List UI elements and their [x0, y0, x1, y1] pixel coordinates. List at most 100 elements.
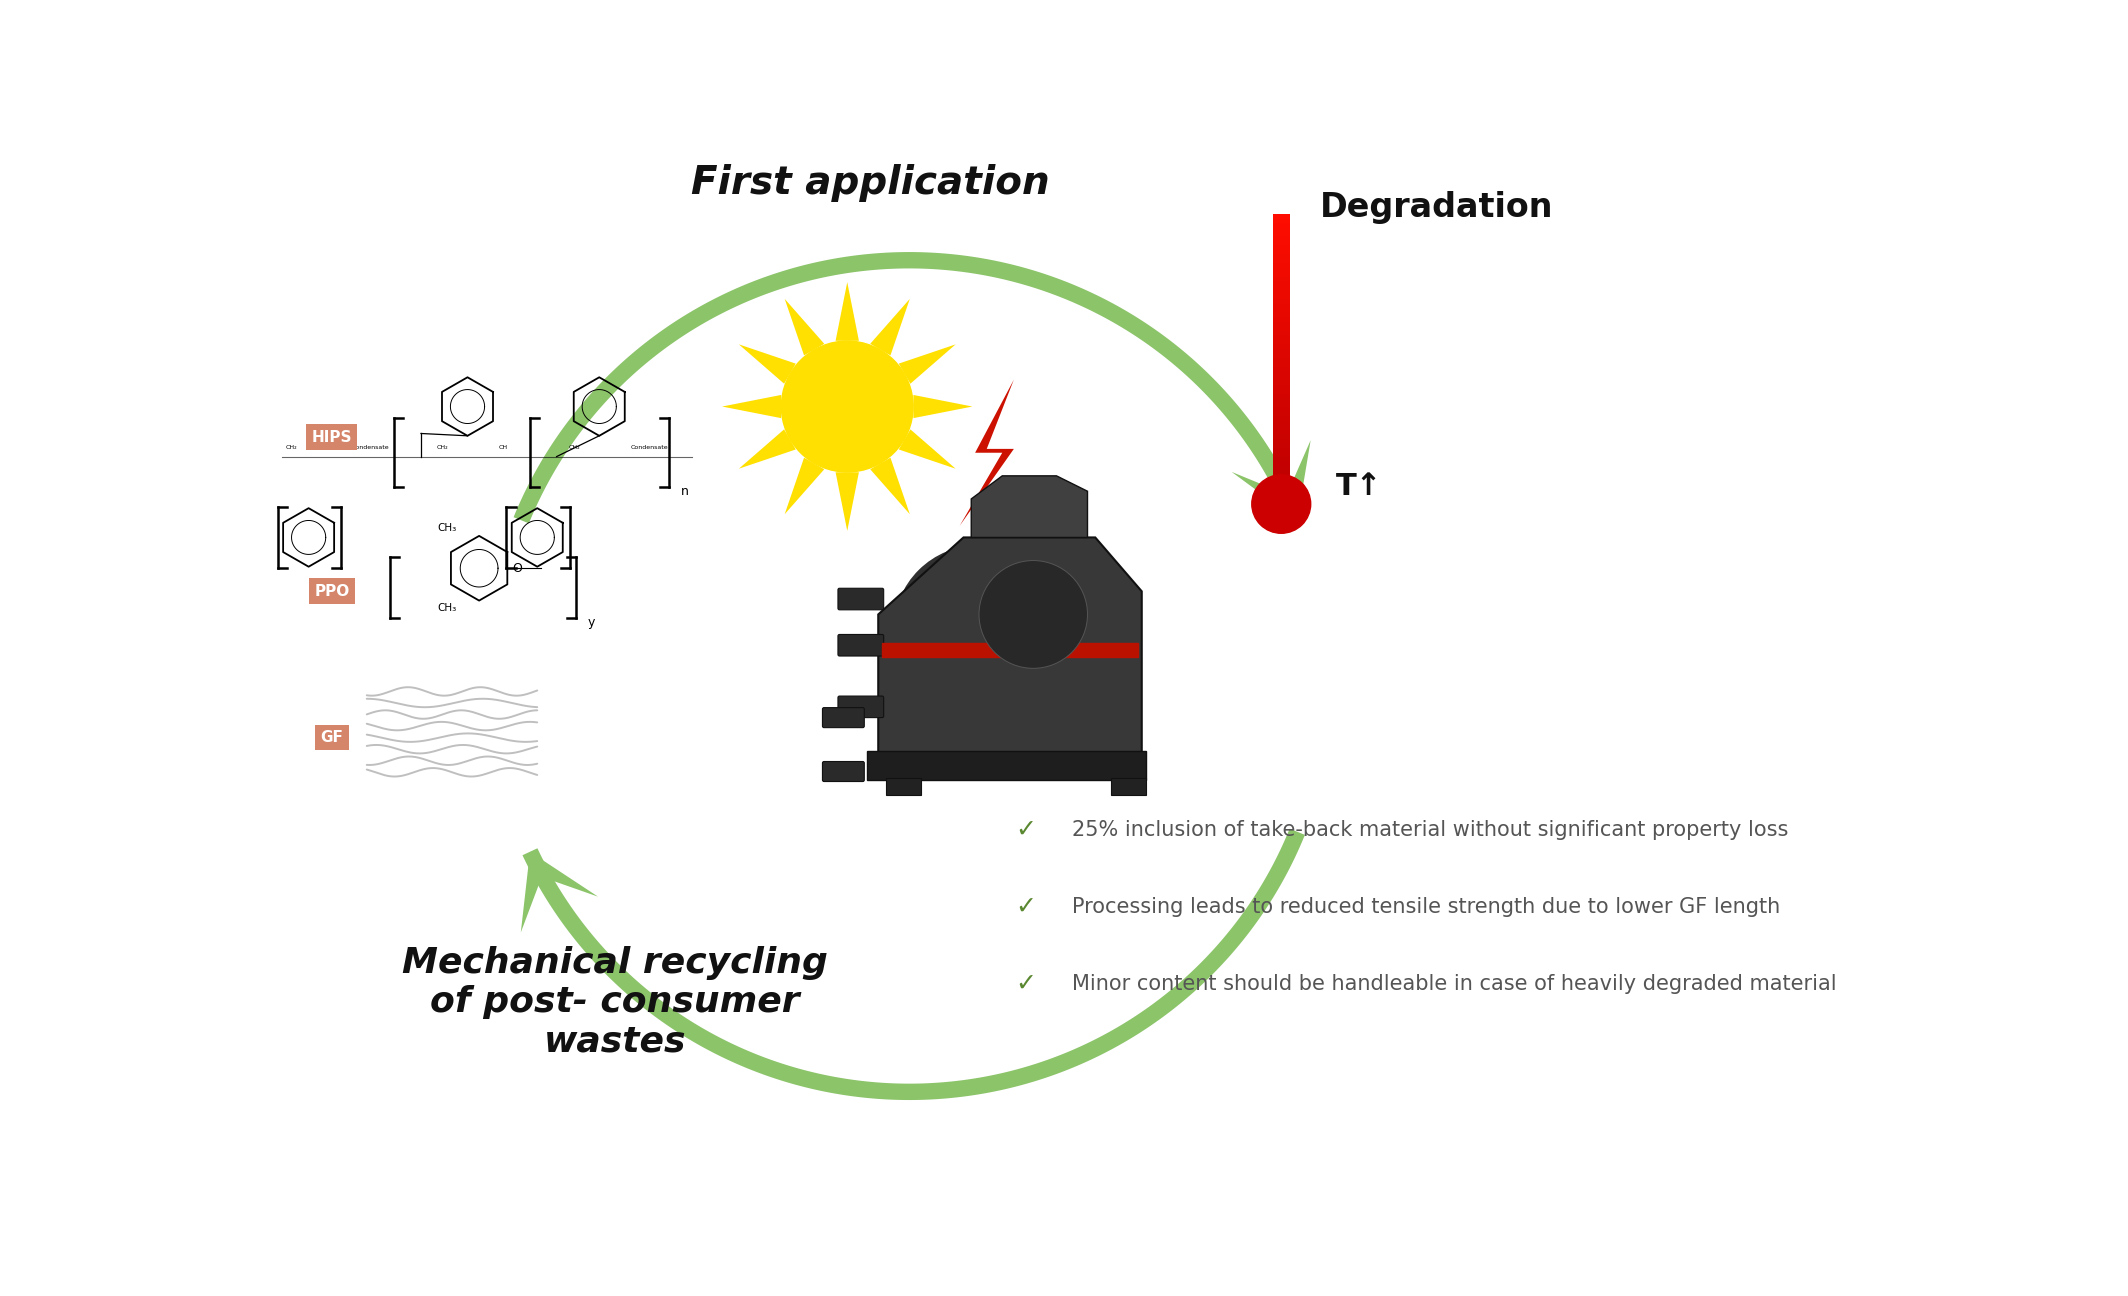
Circle shape	[1251, 474, 1311, 533]
Polygon shape	[738, 345, 796, 384]
Bar	[1273, 327, 1290, 330]
Bar	[1273, 362, 1290, 367]
Bar	[1273, 290, 1290, 295]
Bar	[1273, 268, 1290, 272]
Bar	[883, 643, 1138, 657]
Bar	[1273, 272, 1290, 277]
Polygon shape	[960, 380, 1013, 526]
Text: Minor content should be handleable in case of heavily degraded material: Minor content should be handleable in ca…	[1073, 975, 1836, 994]
Polygon shape	[785, 299, 824, 355]
Text: HIPS: HIPS	[311, 430, 351, 445]
Bar	[1273, 416, 1290, 421]
Bar	[1273, 411, 1290, 416]
Bar	[1273, 330, 1290, 336]
Text: PPO: PPO	[315, 583, 349, 599]
Text: CH: CH	[498, 446, 509, 451]
Bar	[1273, 232, 1290, 236]
Text: CH₂: CH₂	[568, 446, 579, 451]
FancyBboxPatch shape	[838, 588, 883, 610]
Polygon shape	[836, 283, 860, 341]
Bar	[885, 779, 921, 796]
Bar	[1273, 336, 1290, 340]
FancyBboxPatch shape	[838, 696, 883, 718]
Bar	[1273, 429, 1290, 434]
Bar	[1273, 340, 1290, 345]
Bar	[1273, 376, 1290, 380]
Bar	[1273, 303, 1290, 308]
Bar	[1273, 214, 1290, 219]
Polygon shape	[721, 395, 781, 419]
Bar	[1273, 353, 1290, 358]
Bar	[1273, 294, 1290, 299]
Polygon shape	[898, 429, 955, 469]
Bar	[1273, 478, 1290, 483]
Bar	[1273, 281, 1290, 286]
Bar	[1273, 299, 1290, 303]
Bar	[1273, 443, 1290, 447]
Polygon shape	[870, 457, 911, 515]
Bar	[1273, 277, 1290, 281]
Bar	[1273, 385, 1290, 389]
Text: CH₂: CH₂	[285, 446, 298, 451]
Bar	[1273, 380, 1290, 385]
Bar	[1273, 389, 1290, 394]
Bar	[1273, 250, 1290, 254]
FancyBboxPatch shape	[821, 762, 864, 781]
Text: O: O	[513, 561, 521, 574]
Text: CH₂: CH₂	[436, 446, 449, 451]
Bar	[1273, 349, 1290, 354]
Bar	[1273, 241, 1290, 245]
Polygon shape	[521, 851, 598, 932]
Bar	[1273, 259, 1290, 263]
Bar	[1273, 474, 1290, 480]
Bar	[1273, 236, 1290, 241]
Circle shape	[894, 546, 1064, 714]
Bar	[1273, 318, 1290, 321]
Polygon shape	[513, 251, 1304, 524]
Bar	[1273, 321, 1290, 327]
Text: Degradation: Degradation	[1319, 191, 1553, 224]
Bar	[1273, 312, 1290, 318]
Bar	[1273, 245, 1290, 250]
Bar	[1273, 465, 1290, 470]
Bar	[1273, 420, 1290, 425]
Bar	[1273, 358, 1290, 363]
Text: n: n	[681, 485, 689, 498]
Bar	[1111, 779, 1145, 796]
Bar	[1273, 254, 1290, 259]
Text: ✓: ✓	[1015, 818, 1036, 842]
Bar	[1273, 461, 1290, 465]
Bar	[1273, 407, 1290, 412]
Polygon shape	[836, 472, 860, 531]
Text: GF: GF	[321, 730, 343, 745]
Bar	[1273, 452, 1290, 456]
Circle shape	[979, 561, 1087, 669]
Polygon shape	[970, 476, 1087, 538]
Text: Processing leads to reduced tensile strength due to lower GF length: Processing leads to reduced tensile stre…	[1073, 897, 1781, 918]
Bar	[866, 750, 1145, 780]
Polygon shape	[879, 538, 1143, 753]
Polygon shape	[738, 429, 796, 469]
Polygon shape	[913, 395, 972, 419]
Bar	[1273, 456, 1290, 461]
FancyBboxPatch shape	[821, 708, 864, 727]
Text: Condensate: Condensate	[351, 446, 389, 451]
Bar	[1273, 398, 1290, 403]
Bar	[1273, 223, 1290, 228]
Bar	[1273, 285, 1290, 290]
Bar	[1273, 470, 1290, 474]
Text: Mechanical recycling
of post- consumer
wastes: Mechanical recycling of post- consumer w…	[402, 946, 828, 1059]
Polygon shape	[898, 345, 955, 384]
Text: y: y	[587, 616, 596, 629]
Polygon shape	[785, 457, 824, 515]
Text: CH₃: CH₃	[436, 524, 455, 533]
Text: T↑: T↑	[1336, 472, 1381, 502]
Text: ✓: ✓	[1015, 896, 1036, 919]
Bar	[1273, 425, 1290, 430]
Polygon shape	[523, 828, 1304, 1100]
Bar	[1273, 371, 1290, 376]
Text: ✓: ✓	[1015, 972, 1036, 997]
Text: First application: First application	[692, 165, 1049, 202]
Bar	[1273, 218, 1290, 223]
FancyBboxPatch shape	[838, 635, 883, 656]
